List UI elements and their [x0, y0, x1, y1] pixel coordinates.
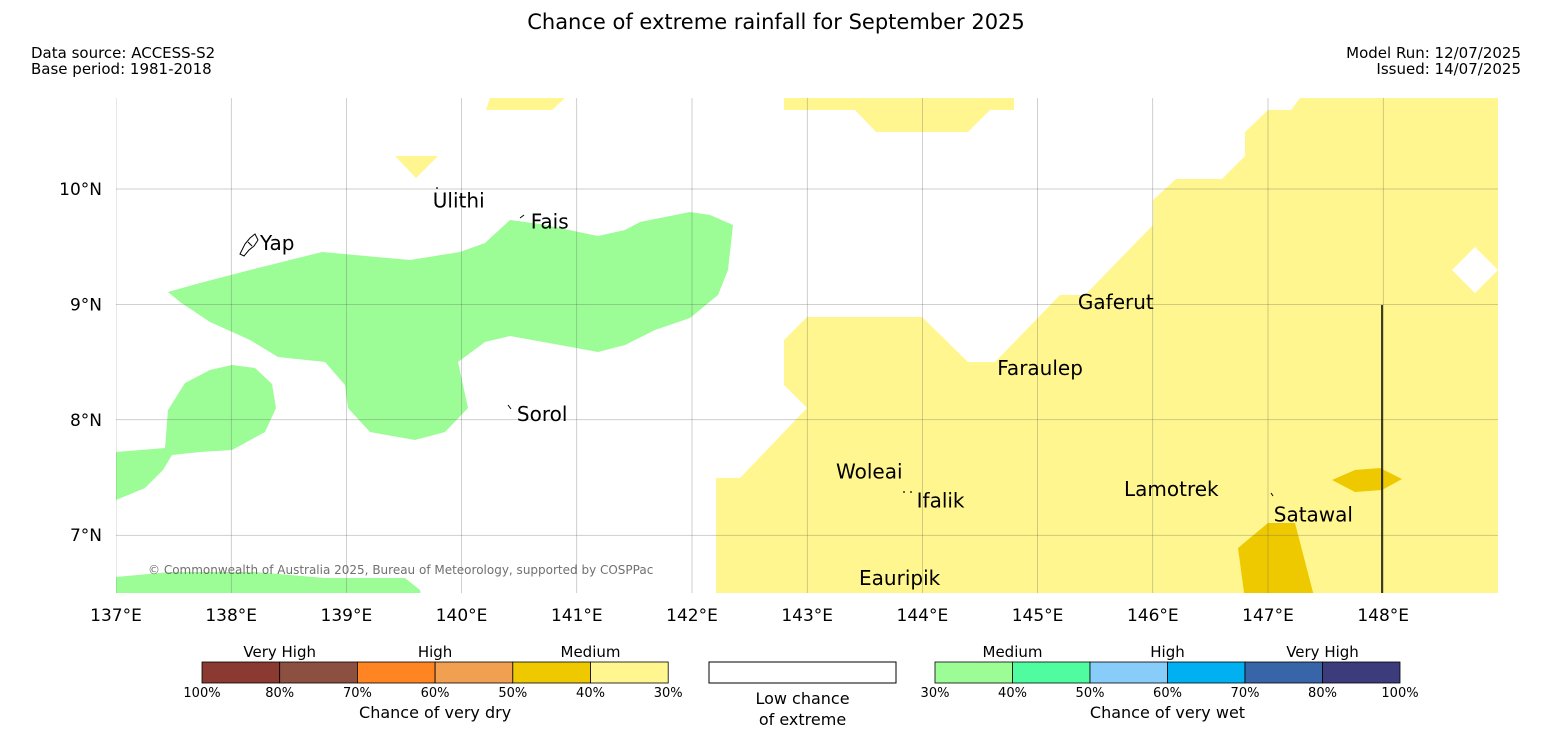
legend-category-label: High: [1150, 643, 1184, 661]
yap-island-outline: [239, 233, 259, 257]
legend-color-swatch: [1089, 661, 1168, 684]
legend-color-swatch: [1167, 661, 1246, 684]
legend-tick-label: 80%: [265, 686, 294, 701]
low-chance-label-1: Low chance: [755, 689, 849, 708]
page-title: Chance of extreme rainfall for September…: [527, 10, 1025, 34]
low-chance-legend: Low chance of extreme: [708, 661, 897, 729]
latitude-tick-label: 10°N: [59, 180, 102, 200]
legend-category-label: Very High: [243, 643, 316, 661]
longitude-tick-label: 148°E: [1357, 606, 1409, 626]
legend-category-label: High: [418, 643, 452, 661]
place-label-fais: Fais: [531, 209, 569, 233]
dry-medium-high-region: [1238, 523, 1314, 593]
legend-color-swatch: [279, 661, 358, 684]
legend-category-label: Medium: [561, 643, 621, 661]
map-gridlines: [116, 98, 1498, 593]
place-label-faraulep: Faraulep: [997, 356, 1083, 380]
ulithi-island: [436, 187, 438, 189]
longitude-tick-label: 137°E: [90, 606, 142, 626]
copyright-text: © Commonwealth of Australia 2025, Bureau…: [148, 563, 653, 577]
legend-tick-label: 50%: [498, 686, 527, 701]
legend-color-swatch: [512, 661, 591, 684]
legend-tick-label: 30%: [921, 686, 950, 701]
dry-medium-region: [784, 98, 1014, 132]
legend-tick-label: 80%: [1308, 686, 1337, 701]
legend-color-swatch: [1244, 661, 1323, 684]
latitude-tick-label: 9°N: [70, 295, 102, 315]
satawal-island: [1270, 492, 1274, 497]
base-period: Base period: 1981-2018: [31, 60, 212, 78]
dry-medium-region: [395, 156, 438, 178]
longitude-tick-label: 140°E: [436, 606, 488, 626]
wet-legend: Medium High Very High 30% 40% 50% 60% 70% 80% 100…: [921, 643, 1419, 722]
model-run-info: Model Run: 12/07/2025 Issued: 14/07/2025: [1346, 45, 1521, 77]
place-label-yap: Yap: [259, 231, 294, 255]
ifalik-island: [903, 491, 905, 493]
legend-tick-label: 100%: [183, 686, 220, 701]
place-label-sorol: Sorol: [517, 402, 568, 426]
ifalik-island: [910, 491, 912, 493]
data-source-info: Data source: ACCESS-S2 Base period: 1981…: [31, 45, 215, 77]
legend-category-label: Very High: [1286, 643, 1359, 661]
issued-date: Issued: 14/07/2025: [1376, 60, 1521, 78]
legend-tick-label: 70%: [343, 686, 372, 701]
longitude-tick-label: 147°E: [1242, 606, 1294, 626]
model-run: Model Run: 12/07/2025: [1346, 44, 1521, 62]
longitude-tick-label: 142°E: [666, 606, 718, 626]
legend-title: Chance of very wet: [1090, 703, 1245, 722]
place-label-eauripik: Eauripik: [859, 566, 941, 590]
sorol-island: [507, 404, 512, 410]
legend-tick-label: 60%: [421, 686, 450, 701]
legend-color-swatch: [1322, 661, 1401, 684]
low-chance-label-2: of extreme: [759, 710, 846, 729]
legend-color-swatch: [590, 661, 669, 684]
legend-tick-label: 30%: [654, 686, 683, 701]
legend-category-label: Medium: [983, 643, 1043, 661]
latitude-tick-label: 7°N: [70, 526, 102, 546]
data-source: Data source: ACCESS-S2: [31, 44, 216, 62]
legend-color-swatch: [934, 661, 1013, 684]
longitude-tick-label: 138°E: [205, 606, 257, 626]
dry-medium-region: [716, 98, 1498, 593]
longitude-tick-label: 146°E: [1127, 606, 1179, 626]
dry-medium-high-region: [1332, 468, 1402, 492]
legend-color-swatch: [1012, 661, 1091, 684]
longitude-tick-label: 143°E: [781, 606, 833, 626]
place-label-satawal: Satawal: [1274, 502, 1353, 526]
place-label-gaferut: Gaferut: [1078, 290, 1154, 314]
place-label-woleai: Woleai: [836, 460, 903, 484]
longitude-tick-label: 139°E: [321, 606, 373, 626]
longitude-tick-label: 145°E: [1012, 606, 1064, 626]
longitude-tick-label: 144°E: [897, 606, 949, 626]
dry-legend: Very High High Medium 100% 80% 70% 60% 50% 40% 30…: [183, 643, 682, 722]
map-plot-area: © Commonwealth of Australia 2025, Bureau…: [116, 98, 1498, 593]
wet-medium-region: [168, 212, 733, 440]
legend-tick-label: 60%: [1153, 686, 1182, 701]
fais-island: [519, 214, 525, 219]
dry-medium-region: [486, 98, 565, 110]
legend-color-swatch: [201, 661, 281, 684]
legend-title: Chance of very dry: [359, 703, 511, 722]
legend-tick-label: 50%: [1076, 686, 1105, 701]
wet-medium-region: [116, 572, 421, 593]
legend-tick-label: 70%: [1231, 686, 1260, 701]
legend-tick-label: 40%: [998, 686, 1027, 701]
coastlines: [239, 187, 1383, 593]
place-label-ulithi: Ulithi: [433, 189, 485, 213]
place-label-lamotrek: Lamotrek: [1124, 477, 1219, 501]
longitude-tick-label: 141°E: [551, 606, 603, 626]
place-labels: Ulithi Fais Yap Gaferut Faraulep Sorol Woleai I…: [259, 189, 1353, 590]
place-label-ifalik: Ifalik: [917, 489, 965, 513]
wet-medium-region: [116, 365, 276, 500]
legend-tick-label: 40%: [576, 686, 605, 701]
longitude-labels: 137°E 138°E 139°E 140°E 141°E 142°E 143°E 144°E…: [90, 606, 1409, 626]
legend-tick-label: 100%: [1381, 686, 1418, 701]
legend-color-swatch: [434, 661, 514, 684]
latitude-labels: 10°N 9°N 8°N 7°N: [59, 180, 102, 546]
legend-color-swatch: [356, 661, 436, 684]
latitude-tick-label: 8°N: [70, 411, 102, 431]
low-chance-swatch: [708, 661, 897, 684]
